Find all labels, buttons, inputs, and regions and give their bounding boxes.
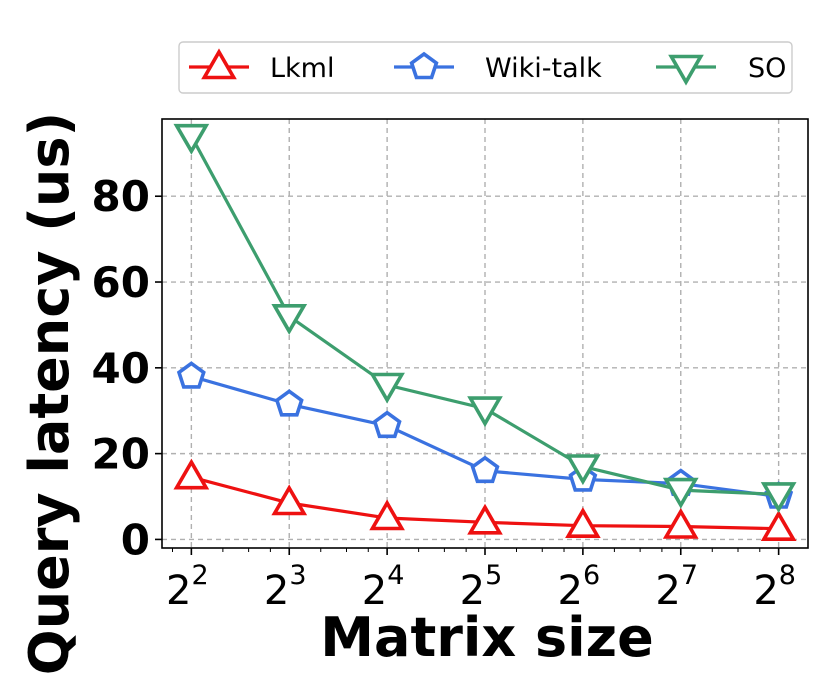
legend-frame <box>178 41 793 94</box>
y-tick-label: 40 <box>92 344 150 393</box>
legend-marker <box>668 54 704 86</box>
y-tick-label: 20 <box>92 430 150 479</box>
data-point <box>173 458 210 490</box>
data-point <box>470 455 500 484</box>
x-tick-label: 28 <box>753 560 796 614</box>
x-tick-label: 22 <box>166 560 209 614</box>
x-tick-base: 2 <box>558 568 583 614</box>
x-tick-base: 2 <box>264 568 289 614</box>
data-point <box>565 454 601 486</box>
data-point <box>662 507 699 539</box>
x-tick-exponent: 6 <box>583 560 600 591</box>
legend-marker <box>409 51 439 80</box>
x-tick-exponent: 7 <box>681 560 698 591</box>
data-point <box>760 482 797 513</box>
legend-label: SO <box>748 53 786 84</box>
x-tick-base: 2 <box>460 568 485 614</box>
data-point <box>760 510 797 542</box>
x-tick-label: 27 <box>655 560 698 614</box>
x-tick-exponent: 3 <box>289 560 306 591</box>
y-tick-label: 0 <box>121 515 150 564</box>
x-tick-base: 2 <box>362 568 387 614</box>
data-point <box>274 389 304 417</box>
data-point <box>372 410 402 439</box>
data-point <box>467 503 503 535</box>
legend-marker <box>201 48 237 80</box>
data-point <box>369 499 405 531</box>
x-tick-base: 2 <box>166 568 191 614</box>
data-point <box>176 361 206 389</box>
x-tick-label: 25 <box>460 560 503 614</box>
x-tick-label: 24 <box>362 560 405 614</box>
x-tick-exponent: 8 <box>779 560 796 591</box>
series <box>173 123 797 542</box>
legend-label: Lkml <box>270 53 334 84</box>
grid <box>162 119 808 548</box>
y-tick-label: 60 <box>92 258 150 307</box>
x-tick-label: 26 <box>558 560 601 614</box>
data-point <box>271 303 308 335</box>
y-axis-label: Query latency (us) <box>18 112 81 675</box>
x-tick-label: 23 <box>264 560 307 614</box>
data-point <box>271 484 308 516</box>
data-point <box>565 507 601 539</box>
data-point <box>662 477 699 509</box>
legend-item: Lkml <box>189 48 334 84</box>
x-tick-exponent: 5 <box>485 560 502 591</box>
x-tick-base: 2 <box>655 568 680 614</box>
x-tick-base: 2 <box>753 568 778 614</box>
data-point <box>369 372 405 404</box>
legend: Lkml Wiki-talk SO <box>178 41 793 94</box>
data-point <box>173 123 210 155</box>
x-tick-exponent: 2 <box>191 560 208 591</box>
x-axis-label: Matrix size <box>320 606 653 669</box>
legend-item: SO <box>656 53 786 86</box>
y-tick-label: 80 <box>92 172 150 221</box>
legend-label: Wiki-talk <box>485 53 602 84</box>
series-lkml <box>173 458 797 542</box>
x-tick-exponent: 4 <box>387 560 404 591</box>
series-so <box>173 123 797 513</box>
data-point <box>467 396 503 428</box>
legend-item: Wiki-talk <box>394 51 602 84</box>
